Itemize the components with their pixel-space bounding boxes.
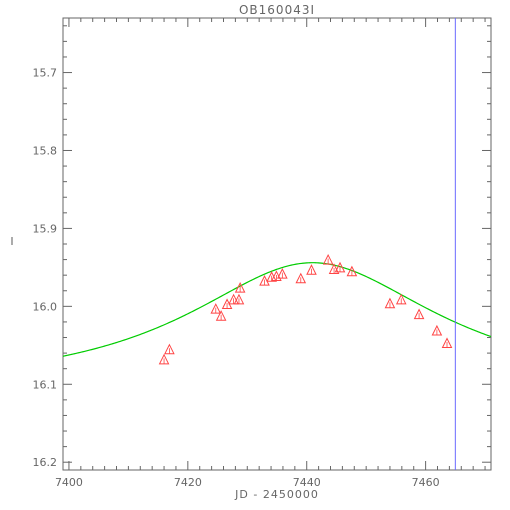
data-point — [295, 272, 307, 284]
model-curve — [62, 262, 492, 357]
y-tick-label: 16.1 — [33, 378, 58, 391]
data-point — [259, 275, 270, 286]
plot-frame — [62, 17, 492, 471]
data-point — [210, 303, 222, 314]
model-series — [62, 262, 492, 357]
x-axis-label: JD - 2450000 — [234, 488, 319, 501]
data-point — [215, 310, 227, 321]
data-points — [158, 253, 453, 365]
data-point — [277, 267, 288, 279]
data-point — [346, 265, 358, 277]
x-tick-labels: 7400 7420 7440 7460 — [55, 476, 440, 489]
data-point — [328, 263, 340, 274]
x-tick-label: 7400 — [55, 476, 83, 489]
x-tick-label: 7440 — [293, 476, 321, 489]
y-tick-labels: 15.7 15.8 15.9 16.0 16.1 16.2 — [33, 67, 58, 470]
y-tick-label: 15.8 — [33, 144, 58, 157]
data-point — [158, 353, 170, 365]
x-tick-label: 7460 — [412, 476, 440, 489]
x-tick-label: 7420 — [174, 476, 202, 489]
plot-area — [62, 17, 492, 471]
data-point — [164, 343, 175, 355]
y-tick-label: 16.2 — [33, 456, 58, 469]
y-axis-label: I — [10, 235, 13, 248]
y-tick-label: 15.9 — [33, 222, 58, 235]
chart-title: OB160043I — [239, 3, 315, 17]
data-point — [413, 308, 425, 320]
data-point — [384, 297, 396, 309]
y-tick-label: 16.0 — [33, 300, 58, 313]
y-tick-label: 15.7 — [33, 67, 58, 80]
tick-marks — [63, 18, 491, 470]
